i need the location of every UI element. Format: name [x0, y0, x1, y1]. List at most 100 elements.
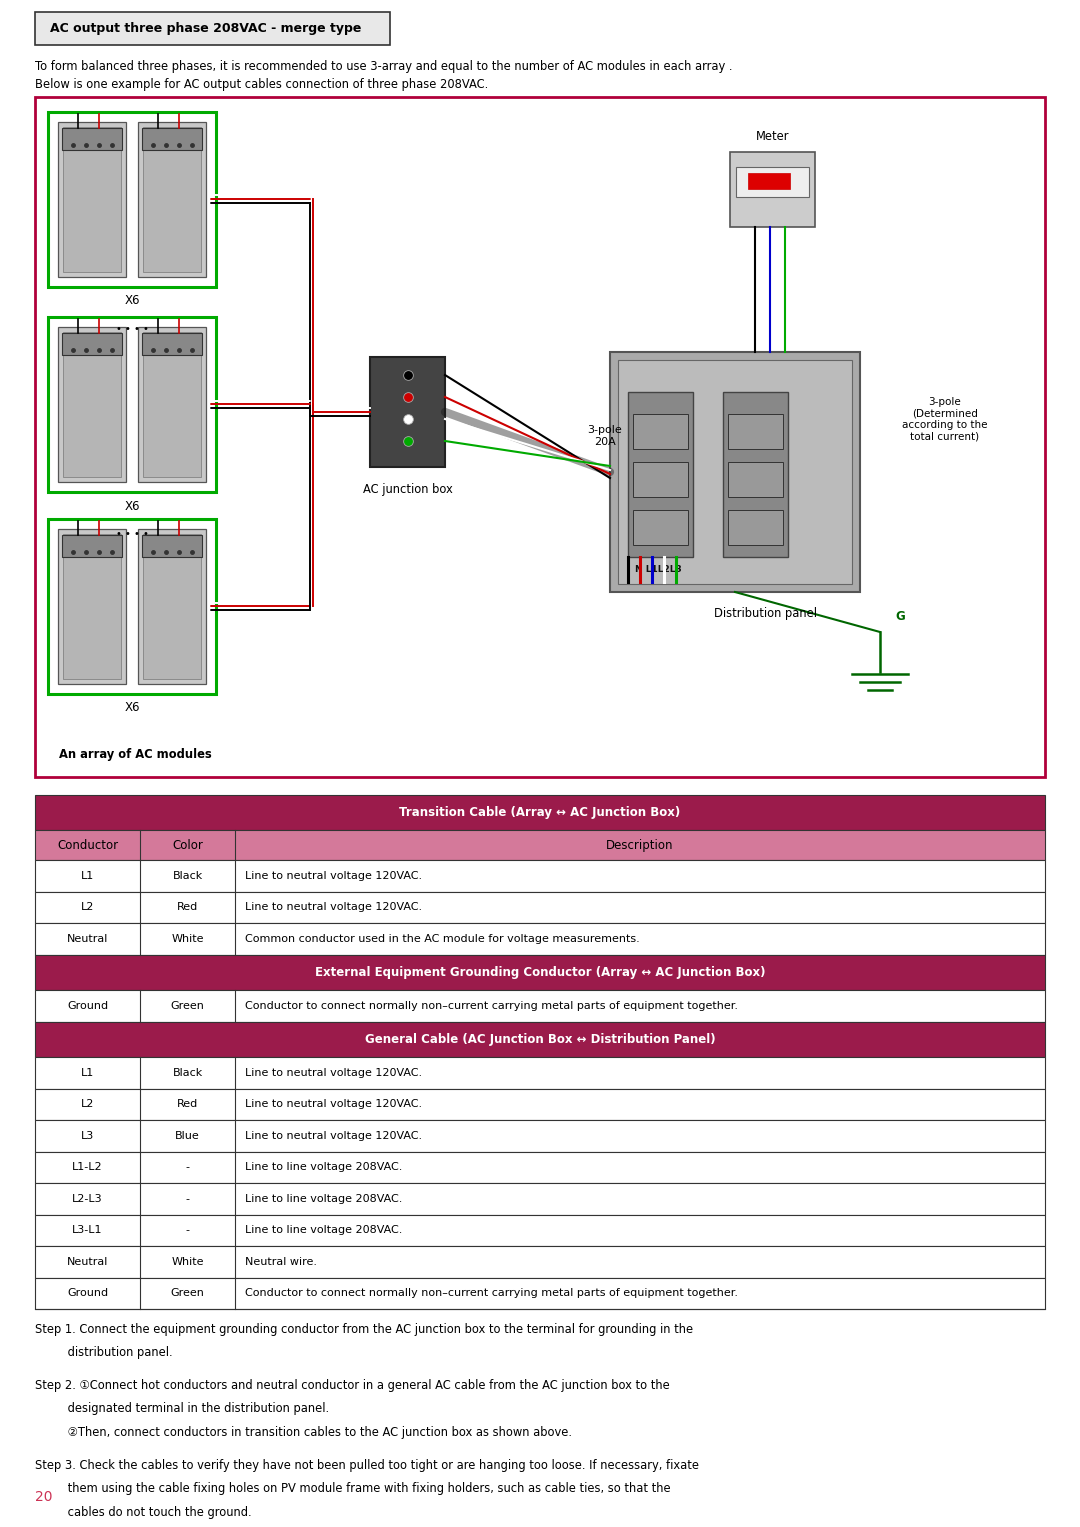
Bar [143, 331, 201, 476]
Bar [58, 528, 126, 684]
Bar [728, 510, 783, 545]
Text: L1: L1 [81, 870, 94, 881]
Text: Step 2. ①Connect hot conductors and neutral conductor in a general AC cable from: Step 2. ①Connect hot conductors and neut… [35, 1379, 670, 1393]
Bar [143, 534, 201, 680]
Text: X6: X6 [124, 701, 139, 715]
Text: Color: Color [172, 838, 203, 852]
Bar [35, 98, 1045, 777]
Bar [35, 1119, 1045, 1151]
Bar [35, 1151, 1045, 1183]
Text: cables do not touch the ground.: cables do not touch the ground. [35, 1506, 252, 1519]
Bar [627, 392, 693, 557]
Text: Below is one example for AC output cables connection of three phase 208VAC.: Below is one example for AC output cable… [35, 78, 488, 92]
Text: An array of AC modules: An array of AC modules [58, 748, 212, 762]
Text: ②Then, connect conductors in transition cables to the AC junction box as shown a: ②Then, connect conductors in transition … [35, 1426, 572, 1438]
Bar [728, 414, 783, 449]
Text: Neutral: Neutral [67, 933, 108, 944]
Bar [58, 327, 126, 483]
Text: Neutral: Neutral [67, 1257, 108, 1267]
Text: Conductor to connect normally non–current carrying metal parts of equipment toge: Conductor to connect normally non–curren… [245, 1289, 738, 1298]
Text: • • • •: • • • • [116, 528, 148, 539]
Bar [35, 12, 390, 44]
Text: them using the cable fixing holes on PV module frame with fixing holders, such a: them using the cable fixing holes on PV … [35, 1483, 671, 1495]
Text: L1: L1 [81, 1067, 94, 1078]
Bar [35, 989, 1045, 1022]
Bar [728, 463, 783, 496]
Bar [35, 796, 1045, 831]
Text: Black: Black [173, 870, 203, 881]
Text: Step 1. Connect the equipment grounding conductor from the AC junction box to th: Step 1. Connect the equipment grounding … [35, 1322, 693, 1336]
Text: -: - [186, 1194, 189, 1203]
Bar [141, 534, 202, 557]
Bar [618, 360, 852, 583]
Bar [35, 1089, 1045, 1119]
Bar [141, 128, 202, 150]
Text: L2-L3: L2-L3 [72, 1194, 103, 1203]
Text: Conductor: Conductor [57, 838, 118, 852]
Bar [35, 954, 1045, 989]
Text: Transition Cable (Array ↔ AC Junction Box): Transition Cable (Array ↔ AC Junction Bo… [400, 806, 680, 820]
Bar [735, 166, 809, 197]
Text: Distribution panel: Distribution panel [714, 608, 816, 620]
Text: Line to line voltage 208VAC.: Line to line voltage 208VAC. [245, 1225, 403, 1235]
Text: 20: 20 [35, 1490, 53, 1504]
Bar [138, 528, 206, 684]
Text: • • • •: • • • • [116, 324, 148, 334]
Bar [35, 1057, 1045, 1089]
Bar [48, 111, 216, 287]
Bar [63, 127, 121, 272]
Text: L2: L2 [81, 1099, 94, 1109]
Text: Line to neutral voltage 120VAC.: Line to neutral voltage 120VAC. [245, 1132, 422, 1141]
Bar [370, 357, 445, 467]
Text: Meter: Meter [756, 130, 789, 144]
Bar [610, 353, 860, 592]
Text: AC junction box: AC junction box [363, 483, 453, 495]
Text: Ground: Ground [67, 1000, 108, 1011]
Bar [141, 333, 202, 354]
Text: Green: Green [171, 1289, 204, 1298]
Text: White: White [172, 933, 204, 944]
Bar [48, 318, 216, 492]
Bar [35, 831, 1045, 860]
Text: To form balanced three phases, it is recommended to use 3-array and equal to the: To form balanced three phases, it is rec… [35, 61, 732, 73]
Bar [633, 510, 688, 545]
Text: G: G [895, 611, 905, 623]
Text: Green: Green [171, 1000, 204, 1011]
Text: X6: X6 [124, 295, 139, 307]
Text: L3: L3 [81, 1132, 94, 1141]
Bar [748, 173, 789, 189]
Bar [35, 1214, 1045, 1246]
Text: White: White [172, 1257, 204, 1267]
Text: Ground: Ground [67, 1289, 108, 1298]
Text: L3-L1: L3-L1 [72, 1225, 103, 1235]
Bar [48, 519, 216, 693]
Text: General Cable (AC Junction Box ↔ Distribution Panel): General Cable (AC Junction Box ↔ Distrib… [365, 1032, 715, 1046]
Bar [35, 922, 1045, 954]
Text: N L1L2L3: N L1L2L3 [635, 565, 681, 574]
Text: Description: Description [606, 838, 674, 852]
Bar [58, 122, 126, 276]
Bar [138, 122, 206, 276]
Text: Black: Black [173, 1067, 203, 1078]
Text: External Equipment Grounding Conductor (Array ↔ AC Junction Box): External Equipment Grounding Conductor (… [314, 965, 766, 979]
Bar [723, 392, 788, 557]
Text: Step 3. Check the cables to verify they have not been pulled too tight or are ha: Step 3. Check the cables to verify they … [35, 1458, 699, 1472]
Text: Red: Red [177, 902, 198, 912]
Text: X6: X6 [124, 499, 139, 513]
Bar [35, 1278, 1045, 1309]
Text: 3-pole
(Determined
according to the
total current): 3-pole (Determined according to the tota… [902, 397, 988, 441]
Text: distribution panel.: distribution panel. [35, 1345, 173, 1359]
Text: Line to neutral voltage 120VAC.: Line to neutral voltage 120VAC. [245, 1067, 422, 1078]
Bar [633, 414, 688, 449]
Bar [730, 153, 815, 228]
Bar [35, 892, 1045, 922]
Text: AC output three phase 208VAC - merge type: AC output three phase 208VAC - merge typ… [50, 21, 362, 35]
Bar [62, 333, 122, 354]
Bar [35, 1183, 1045, 1214]
Text: Red: Red [177, 1099, 198, 1109]
Text: Blue: Blue [175, 1132, 200, 1141]
Text: -: - [186, 1162, 189, 1173]
Bar [138, 327, 206, 483]
Bar [35, 1246, 1045, 1278]
Text: Line to neutral voltage 120VAC.: Line to neutral voltage 120VAC. [245, 870, 422, 881]
